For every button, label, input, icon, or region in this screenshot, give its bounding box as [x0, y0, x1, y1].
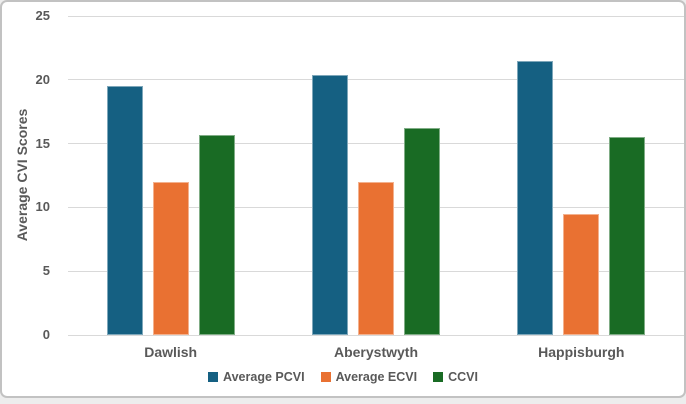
legend-swatch: [433, 372, 444, 382]
legend-label: Average PCVI: [223, 370, 305, 384]
bar-ccvi: [404, 128, 440, 335]
legend-swatch: [208, 372, 219, 382]
legend-item: CCVI: [433, 370, 478, 384]
gridline: [68, 143, 684, 145]
legend-item: Average PCVI: [208, 370, 305, 384]
bar-average-ecvi: [358, 181, 394, 335]
bar-average-pcvi: [517, 60, 554, 335]
y-tick-label: 20: [35, 71, 50, 87]
gridline: [68, 334, 684, 336]
legend-item: Average ECVI: [320, 370, 418, 384]
category-label: Dawlish: [144, 344, 198, 360]
y-tick-label: 25: [35, 8, 50, 23]
bar-average-pcvi: [312, 74, 348, 335]
y-tick-label: 15: [35, 135, 50, 151]
y-tick-label: 5: [42, 263, 50, 279]
y-tick-label: 10: [35, 199, 50, 215]
bar-average-ecvi: [152, 181, 189, 335]
legend-swatch: [320, 372, 331, 382]
category-label: Happisburgh: [538, 344, 625, 360]
gridline: [68, 79, 684, 81]
y-axis-title: Average CVI Scores: [14, 108, 30, 242]
gridline: [68, 15, 684, 17]
bar-average-ecvi: [563, 213, 600, 335]
legend: Average PCVI Average ECVI CCVI: [0, 367, 686, 387]
bar-ccvi: [609, 137, 646, 335]
y-tick-label: 0: [42, 327, 50, 342]
bar-ccvi: [198, 134, 235, 335]
category-label: Aberystwyth: [333, 344, 419, 360]
bar-average-pcvi: [106, 86, 143, 335]
legend-label: CCVI: [448, 370, 478, 384]
legend-label: Average ECVI: [335, 370, 418, 384]
